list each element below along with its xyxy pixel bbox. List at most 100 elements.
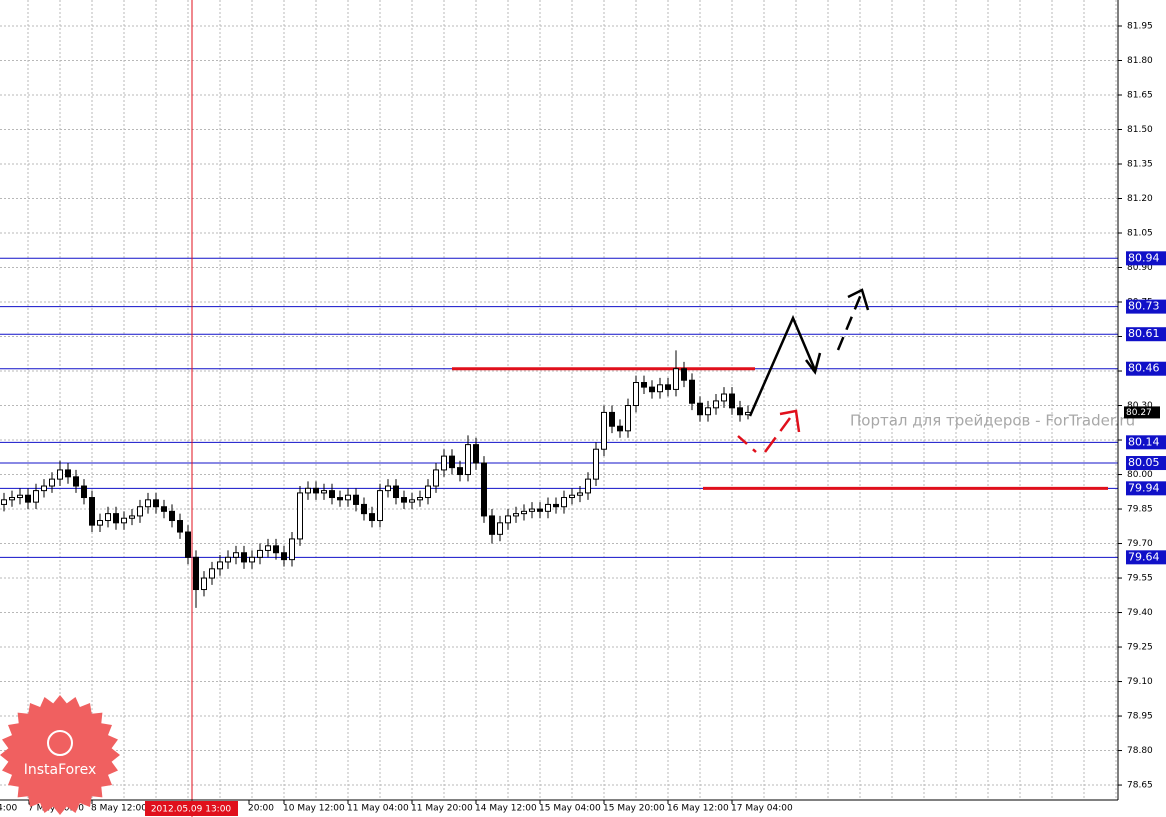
- candle-body: [49, 478, 55, 487]
- candle-body: [465, 444, 471, 476]
- y-tick-label: 81.95: [1127, 21, 1153, 31]
- candle-body: [249, 556, 255, 563]
- x-tick-label: 17 May 04:00: [731, 804, 793, 814]
- candle-body: [313, 487, 319, 494]
- candle-body: [281, 552, 287, 561]
- level-label-box: [1126, 361, 1166, 376]
- x-tick-label: 16 May 12:00: [667, 804, 729, 814]
- candle-body: [545, 503, 551, 512]
- candle-body: [153, 499, 159, 508]
- candle-body: [81, 485, 87, 499]
- candle-body: [321, 490, 327, 494]
- y-tick-label: 81.05: [1127, 229, 1153, 239]
- candle-body: [617, 425, 623, 432]
- candle-body: [641, 382, 647, 388]
- logo-icon: [47, 730, 73, 756]
- x-tick-label: 11 May 04:00: [347, 804, 409, 814]
- candle-body: [337, 497, 343, 501]
- candle-body: [433, 469, 439, 487]
- candle-body: [593, 448, 599, 480]
- candle-body: [473, 444, 479, 464]
- y-tick-label: 78.95: [1127, 712, 1153, 722]
- candle-body: [185, 531, 191, 558]
- candle-body: [553, 503, 559, 508]
- level-label-box: [1126, 435, 1166, 450]
- y-tick-label: 80.90: [1127, 263, 1153, 273]
- candle-body: [649, 386, 655, 393]
- y-tick-label: 81.80: [1127, 56, 1153, 66]
- candle-body: [217, 561, 223, 570]
- level-label-box: [1126, 327, 1166, 342]
- candle-body: [385, 485, 391, 492]
- candle-body: [1, 499, 7, 505]
- y-tick-label: 81.20: [1127, 194, 1153, 204]
- arrowhead: [779, 409, 801, 433]
- candle-body: [569, 494, 575, 499]
- level-label-box: [1126, 299, 1166, 314]
- candle-body: [521, 510, 527, 515]
- candle-body: [609, 411, 615, 427]
- candle-body: [329, 490, 335, 499]
- candle-body: [345, 494, 351, 501]
- y-tick-label: 79.10: [1127, 677, 1153, 687]
- candle-body: [729, 393, 735, 409]
- black-arrow: [748, 314, 817, 417]
- level-label: 80.94: [1128, 251, 1160, 264]
- candle-body: [57, 469, 63, 480]
- y-tick-label: 80.00: [1127, 470, 1153, 480]
- candle-body: [633, 382, 639, 407]
- x-tick-label: 14 May 12:00: [475, 804, 537, 814]
- red-arrow: [763, 417, 792, 453]
- candle-body: [689, 379, 695, 404]
- last-price-box: [1124, 406, 1160, 419]
- candle-body: [137, 506, 143, 517]
- candle-body: [737, 407, 743, 416]
- candle-body: [513, 513, 519, 517]
- candle-body: [9, 497, 15, 501]
- level-label: 80.46: [1128, 362, 1160, 375]
- grid: [0, 0, 1118, 800]
- candle-body: [177, 520, 183, 533]
- candle-body: [129, 515, 135, 519]
- y-tick-label: 79.70: [1127, 539, 1153, 549]
- candle-body: [73, 476, 79, 487]
- candle-body: [657, 384, 663, 393]
- y-tick-label: 79.25: [1127, 643, 1153, 653]
- level-label: 80.73: [1128, 300, 1160, 313]
- candle-body: [561, 497, 567, 508]
- candle-body: [121, 517, 127, 524]
- y-tick-label: 78.80: [1127, 746, 1153, 756]
- candle-body: [89, 497, 95, 526]
- level-label: 80.05: [1128, 456, 1160, 469]
- level-label-box: [1126, 550, 1166, 565]
- y-tick-label: 81.35: [1127, 160, 1153, 170]
- candle-body: [209, 568, 215, 579]
- watermark: Портал для трейдеров - ForTrader.ru: [850, 412, 1135, 430]
- candle-body: [113, 513, 119, 524]
- level-label-box: [1126, 481, 1166, 496]
- candle-body: [721, 393, 727, 402]
- x-tick-label: 15 May 20:00: [603, 804, 665, 814]
- candle-body: [401, 497, 407, 503]
- level-label-box: [1126, 456, 1166, 471]
- candle-body: [273, 545, 279, 554]
- candle-body: [409, 499, 415, 503]
- x-tick-label: 20:00: [248, 804, 274, 814]
- candle-body: [97, 520, 103, 526]
- candle-body: [537, 508, 543, 512]
- x-tick-label: 11 May 20:00: [411, 804, 473, 814]
- candle-body: [681, 368, 687, 381]
- candle-body: [225, 556, 231, 563]
- candle-body: [505, 515, 511, 524]
- candle-body: [233, 552, 239, 558]
- candle-body: [457, 467, 463, 476]
- candle-body: [577, 492, 583, 496]
- y-tick-label: 79.85: [1127, 505, 1153, 515]
- candle-body: [25, 494, 31, 503]
- last-price-label: 80.27: [1126, 408, 1152, 418]
- level-label: 79.94: [1128, 481, 1160, 494]
- candle-body: [665, 384, 671, 390]
- logo: InstaForex: [0, 695, 120, 815]
- candle-body: [297, 492, 303, 540]
